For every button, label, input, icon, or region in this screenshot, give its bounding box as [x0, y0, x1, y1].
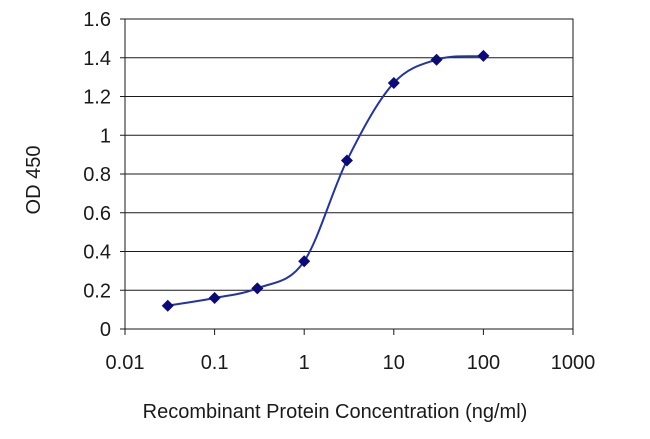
- y-tick-label: 0.6: [83, 203, 111, 225]
- y-tick-label: 0.2: [83, 280, 111, 302]
- y-tick-label: 0.4: [83, 242, 111, 264]
- x-tick-label: 0.01: [106, 352, 145, 374]
- y-tick-label: 0: [100, 319, 111, 341]
- x-axis-title: Recombinant Protein Concentration (ng/ml…: [143, 401, 528, 423]
- data-point: [298, 255, 311, 268]
- x-tick-label: 10: [383, 352, 405, 374]
- y-tick-label: 1.6: [83, 9, 111, 31]
- y-tick-label: 0.8: [83, 164, 111, 186]
- data-point: [430, 53, 443, 66]
- data-point: [340, 154, 353, 167]
- data-point: [161, 299, 174, 312]
- y-tick-label: 1.2: [83, 87, 111, 109]
- y-axis-ticks: 0 0.2 0.4 0.6 0.8 1 1.2 1.4 1.6: [83, 9, 125, 341]
- data-points: [161, 49, 490, 312]
- x-axis-ticks: 0.01 0.1 1 10 100 1000: [106, 329, 596, 374]
- x-tick-label: 1000: [551, 352, 596, 374]
- data-point: [477, 49, 490, 62]
- y-tick-label: 1: [100, 125, 111, 147]
- x-tick-label: 1: [299, 352, 310, 374]
- y-axis-title: OD 450: [23, 146, 45, 215]
- gridlines: [125, 18, 573, 330]
- data-point: [251, 282, 264, 295]
- data-point: [208, 292, 221, 304]
- data-point: [387, 76, 400, 89]
- x-tick-label: 100: [467, 352, 500, 374]
- fit-curve: [167, 54, 484, 307]
- x-tick-label: 0.1: [201, 352, 229, 374]
- y-tick-label: 1.4: [83, 48, 111, 70]
